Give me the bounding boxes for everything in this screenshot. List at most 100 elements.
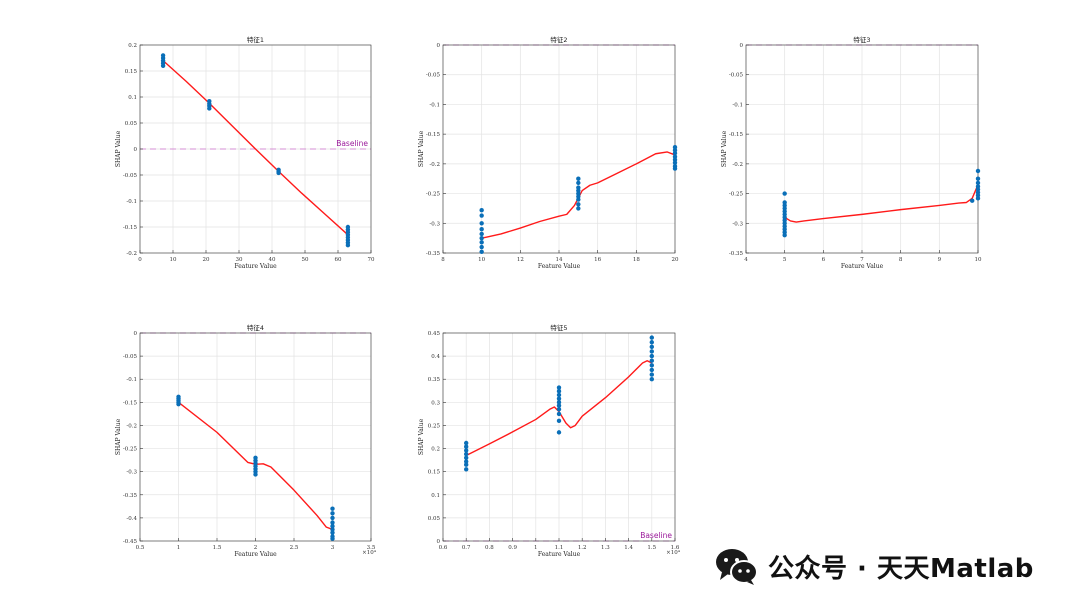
- data-point: [975, 168, 981, 174]
- x-tick-label: 1: [534, 545, 538, 551]
- y-tick-label: 0.1: [128, 95, 137, 101]
- x-exponent-label: ×10⁴: [362, 549, 377, 556]
- x-tick-label: 6: [822, 257, 826, 263]
- y-tick-label: 0: [134, 331, 138, 337]
- data-point: [975, 176, 981, 181]
- x-tick-label: 8: [441, 257, 445, 263]
- x-tick-label: 10: [170, 257, 177, 263]
- x-tick-label: 0.5: [136, 545, 145, 551]
- y-tick-label: -0.05: [729, 73, 744, 79]
- data-point: [649, 353, 654, 359]
- y-tick-label: -0.3: [732, 221, 743, 227]
- data-point: [479, 240, 484, 245]
- data-point: [330, 506, 335, 511]
- y-tick-label: 0.1: [431, 493, 440, 499]
- data-point: [975, 196, 981, 201]
- y-tick-label: 0.2: [128, 43, 137, 49]
- data-point: [330, 524, 335, 529]
- y-tick-label: -0.2: [126, 251, 137, 257]
- y-tick-label: -0.3: [429, 221, 440, 227]
- y-tick-label: -0.35: [123, 493, 138, 499]
- y-tick-label: -0.1: [429, 102, 440, 108]
- fit-line: [784, 184, 979, 223]
- data-point: [464, 462, 469, 467]
- data-point: [576, 202, 581, 207]
- x-tick-label: 1.5: [213, 545, 222, 551]
- data-point: [556, 385, 562, 390]
- y-tick-label: 0: [740, 43, 744, 49]
- data-point: [649, 358, 654, 363]
- x-tick-label: 3: [331, 545, 335, 551]
- data-point: [464, 444, 469, 449]
- data-point: [479, 231, 484, 237]
- baseline-label: Baseline: [336, 139, 368, 148]
- x-tick-label: 3.5: [367, 545, 376, 551]
- data-point: [479, 249, 484, 255]
- y-tick-label: -0.2: [429, 162, 440, 168]
- y-axis-label: SHAP Value: [418, 418, 425, 455]
- data-point: [975, 180, 981, 186]
- fit-line: [465, 360, 653, 457]
- y-tick-label: -0.2: [126, 423, 137, 429]
- x-tick-label: 16: [594, 257, 601, 263]
- y-tick-label: -0.1: [126, 377, 137, 383]
- data-point: [672, 160, 678, 165]
- y-tick-label: -0.35: [426, 251, 441, 257]
- subplot-5: Baseline 0.6 0.7 0.8 0.9 1 1.1 1.2 1.3 1.4 1.5 1.6 0…: [418, 323, 681, 558]
- y-axis-label: SHAP Value: [115, 418, 122, 455]
- x-tick-label: 9: [938, 257, 942, 263]
- y-tick-label: 0.05: [125, 121, 138, 127]
- x-tick-label: 0.8: [485, 545, 494, 551]
- x-axis-label: Feature Value: [234, 551, 277, 558]
- data-point: [479, 208, 484, 213]
- data-point: [479, 213, 484, 218]
- y-tick-label: 0: [437, 539, 441, 545]
- y-tick-label: 0.45: [428, 331, 441, 337]
- x-tick-label: 18: [633, 257, 640, 263]
- data-point: [556, 392, 562, 398]
- x-tick-label: 30: [236, 257, 243, 263]
- y-tick-label: 0: [134, 147, 138, 153]
- y-tick-label: 0.05: [428, 516, 441, 522]
- fit-line: [162, 60, 349, 236]
- data-point: [576, 197, 581, 202]
- y-tick-label: -0.15: [123, 225, 138, 231]
- x-tick-label: 1.4: [624, 545, 633, 551]
- data-point: [576, 206, 581, 211]
- y-tick-label: -0.2: [732, 162, 743, 168]
- data-point: [479, 244, 484, 250]
- subplot-title: 特征2: [550, 35, 567, 44]
- x-tick-label: 1.5: [647, 545, 656, 551]
- data-point: [207, 106, 212, 111]
- x-exponent-label: ×10⁴: [666, 549, 681, 556]
- x-tick-label: 12: [517, 257, 524, 263]
- x-axis-label: Feature Value: [234, 263, 277, 270]
- x-tick-label: 20: [203, 257, 210, 263]
- data-point: [330, 520, 335, 525]
- y-tick-label: 0.4: [431, 354, 440, 360]
- data-point: [970, 198, 975, 203]
- x-tick-label: 8: [899, 257, 903, 263]
- y-axis-label: SHAP Value: [115, 130, 122, 167]
- x-tick-label: 1.1: [555, 545, 564, 551]
- baseline-label: Baseline: [640, 531, 672, 540]
- data-point: [479, 221, 484, 226]
- y-axis-label: SHAP Value: [418, 130, 425, 167]
- data-point: [253, 472, 258, 477]
- data-point: [330, 527, 335, 532]
- subplot-3: 4 5 6 7 8 9 10 -0.35 -0.3 -0.25 -0.2 -0.15 -0.1 -0.05…: [721, 35, 982, 270]
- data-point: [649, 349, 654, 354]
- watermark-text: 公众号 · 天天Matlab: [768, 553, 1034, 584]
- data-point: [330, 530, 335, 535]
- wechat-icon: [716, 549, 758, 585]
- x-axis-label: Feature Value: [841, 263, 884, 270]
- x-tick-label: 2.5: [290, 545, 299, 551]
- data-point: [464, 459, 469, 464]
- data-point: [649, 340, 654, 345]
- y-tick-label: -0.05: [426, 73, 441, 79]
- data-point: [556, 418, 562, 424]
- x-tick-label: 0.7: [462, 545, 471, 551]
- x-tick-label: 70: [368, 257, 375, 263]
- x-tick-label: 0.9: [508, 545, 517, 551]
